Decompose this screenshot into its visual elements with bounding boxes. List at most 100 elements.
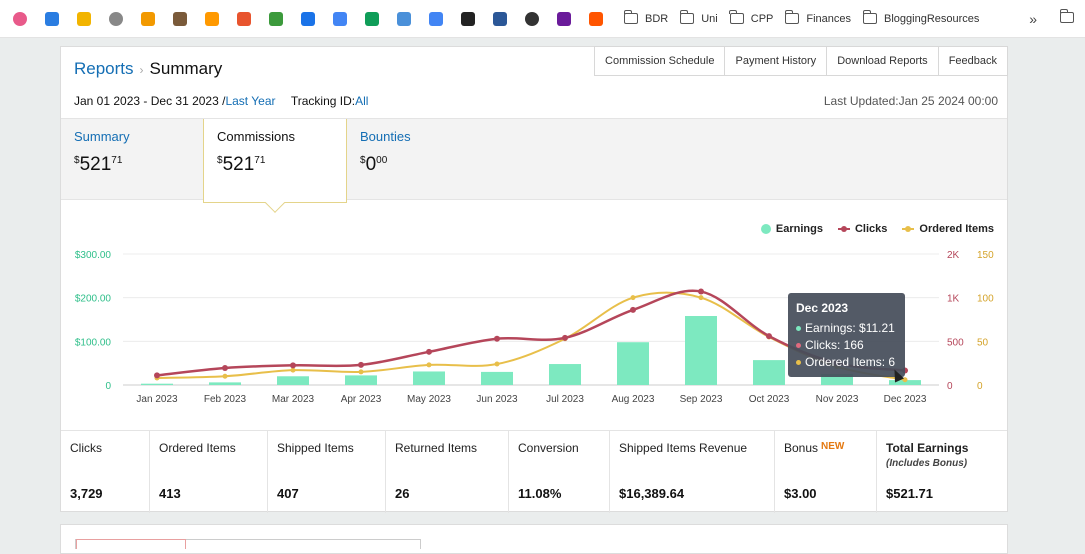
y-right-ordered-tick-label: 0 [977,381,983,392]
tracking-id-link[interactable]: All [355,94,369,108]
tooltip-ordered-text: Ordered Items: 6 [805,355,896,369]
bookmark-folder-bloggingresources[interactable]: BloggingResources [862,10,980,25]
metric-value: $3.00 [784,486,817,501]
date-range-link[interactable]: Last Year [225,94,276,108]
folder-icon [679,10,695,24]
bookmark-folder-label: Uni [701,12,718,25]
metric-value: $521.71 [886,486,933,501]
bookmark-folder-cpp[interactable]: CPP [729,10,773,25]
y-right-ordered-tick-label: 100 [977,294,994,305]
ordered-items-point [358,369,364,375]
folder-icon [862,10,878,24]
metric-value: 26 [395,486,410,501]
legend-earnings[interactable]: Earnings [760,223,823,235]
y-right-clicks-tick-label: 0 [947,381,953,392]
tab-feedback[interactable]: Feedback [938,46,1008,76]
amazon-icon[interactable] [461,11,475,26]
analytics-icon[interactable] [141,11,155,26]
report-tabs: Commission Schedule Payment History Down… [594,46,1008,76]
metric-sublabel: (Includes Bonus) [886,458,968,469]
p-icon[interactable] [493,11,507,26]
screen-icon[interactable] [397,11,411,26]
x-tick-label: Jan 2023 [136,394,178,405]
last-updated: Last Updated:Jan 25 2024 00:00 [823,94,998,108]
more-bookmarks-icon[interactable]: » [1029,11,1037,27]
infinity-icon[interactable] [301,11,315,26]
bookmark-folder-bdr[interactable]: BDR [623,10,669,25]
edge-icon[interactable] [45,11,59,26]
details-card [60,524,1008,554]
docs-icon[interactable] [333,11,347,26]
bounties-tab-label: Bounties [360,129,411,144]
avatar-icon[interactable] [173,11,187,26]
pencil-icon[interactable] [429,11,443,26]
clicks-point [426,348,432,355]
y-right-clicks-tick-label: 500 [947,337,964,348]
legend-earnings-label: Earnings [775,223,823,235]
tracking-id-label: Tracking ID: [290,94,356,108]
tooltip-ordered-dot [796,360,801,366]
x-tick-label: Aug 2023 [612,394,655,405]
amount-cents: 71 [111,155,123,166]
metric-value: 11.08% [518,486,562,501]
green-icon[interactable] [269,11,283,26]
bookmark-folder-label: BDR [645,12,669,25]
metric-label: Conversion [518,441,579,455]
cloud-icon[interactable] [13,11,27,26]
legend-clicks[interactable]: Clicks [837,223,887,235]
tooltip-earnings-text: Earnings: $11.21 [805,321,895,335]
earnings-chart[interactable]: $300.00 2K 150$200.00 1K 100$100.00 500 500 0 0J… [61,242,1007,422]
summary-amount: $52171 [74,154,190,176]
summary-tab-commissions[interactable]: Commissions $52171 [203,119,347,213]
clicks-point [698,288,704,295]
summary-tab-label: Summary [74,129,130,144]
bonus-label: Bonus [784,441,819,455]
tab-commission-schedule[interactable]: Commission Schedule [594,46,726,76]
x-tick-label: May 2023 [407,394,451,405]
amount-whole: 521 [222,154,255,175]
tab-payment-history[interactable]: Payment History [725,46,828,76]
r-icon[interactable] [557,11,571,26]
currency-symbol: $ [217,155,223,166]
x-tick-label: Nov 2023 [816,394,859,405]
metric-conversion: Conversion 11.08% [509,431,610,513]
details-tab-active[interactable] [76,539,186,549]
bookmark-folder-finances[interactable]: Finances [784,10,851,25]
metric-label: Returned Items [395,441,478,455]
x-tick-label: Mar 2023 [272,394,315,405]
breadcrumb-reports-link[interactable]: Reports [74,59,134,78]
sheets-icon[interactable] [365,11,379,26]
tab-download-reports[interactable]: Download Reports [827,46,939,76]
drive-icon[interactable] [77,11,91,26]
bookmark-folder-label: BloggingResources [884,12,980,25]
legend-ordered-items[interactable]: Ordered Items [902,223,994,235]
metric-value: 3,729 [70,486,103,501]
orange-icon[interactable] [237,11,251,26]
x-tick-label: Apr 2023 [341,394,382,405]
tooltip-earnings-dot [796,326,801,332]
earnings-bar [549,364,581,385]
amount-cents: 71 [254,155,266,166]
x-tick-label: Jul 2023 [546,394,584,405]
summary-tab-summary[interactable]: Summary $52171 [61,119,203,201]
legend-earnings-marker [760,224,771,234]
soundcloud-icon[interactable] [589,11,603,26]
bookmark-folder-uni[interactable]: Uni [679,10,718,25]
summary-tab-bounties[interactable]: Bounties $000 [347,119,489,201]
other-bookmarks-folder-icon[interactable] [1059,9,1074,23]
clicks-point [358,361,364,368]
dots-icon[interactable] [525,11,539,26]
wifi-icon[interactable] [109,11,123,26]
a-icon[interactable] [205,11,219,26]
commissions-tab-label: Commissions [217,129,296,144]
ordered-items-point [902,377,908,383]
ordered-items-point [630,295,636,301]
bookmarks-bar: BDR Uni CPP Finances BloggingResources » [0,0,1085,38]
ordered-items-point [494,361,500,367]
earnings-bar [481,371,513,385]
earnings-bar [889,380,921,385]
earnings-bar [141,383,173,385]
ordered-items-point [698,295,704,301]
metric-shipped-items: Shipped Items 407 [268,431,386,513]
breadcrumb-separator: › [139,63,144,77]
